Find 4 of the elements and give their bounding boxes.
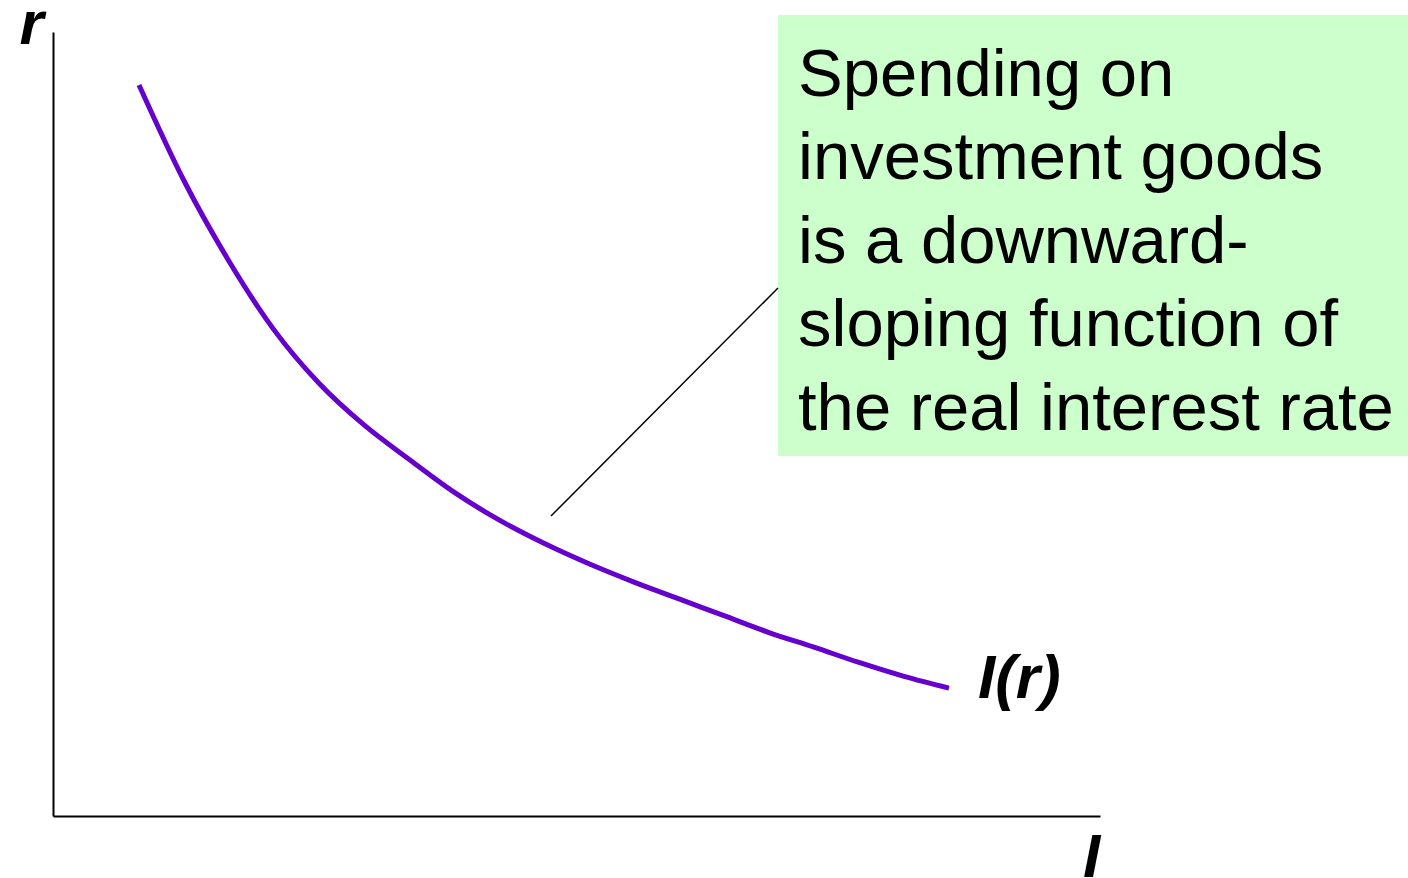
- annotation: Spending on investment goods is a downward- sloping function of the real interest rate: [798, 34, 1394, 444]
- series-label: I(r): [978, 642, 1061, 712]
- x-axis-title: I: [1082, 820, 1102, 878]
- y-axis-title: r: [19, 0, 47, 57]
